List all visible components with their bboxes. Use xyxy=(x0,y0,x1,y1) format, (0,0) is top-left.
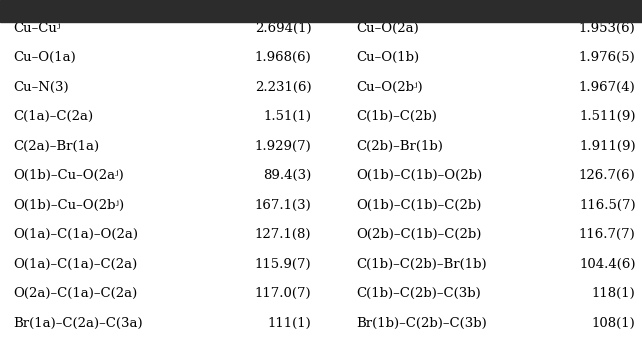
Bar xyxy=(0,0,642,22)
Text: 1.968(6): 1.968(6) xyxy=(255,51,311,64)
Text: Br(1b)–C(2b)–C(3b): Br(1b)–C(2b)–C(3b) xyxy=(356,317,487,330)
Text: 167.1(3): 167.1(3) xyxy=(255,199,311,212)
Text: O(1b)–Cu–O(2bʲ): O(1b)–Cu–O(2bʲ) xyxy=(13,199,124,212)
Text: 115.9(7): 115.9(7) xyxy=(255,258,311,271)
Text: 1.929(7): 1.929(7) xyxy=(255,140,311,153)
Text: 1.953(6): 1.953(6) xyxy=(579,22,636,35)
Text: O(2a)–C(1a)–C(2a): O(2a)–C(1a)–C(2a) xyxy=(13,287,137,300)
Text: 126.7(6): 126.7(6) xyxy=(579,169,636,182)
Text: 2.231(6): 2.231(6) xyxy=(255,81,311,94)
Text: Cu–Cuʲ: Cu–Cuʲ xyxy=(13,22,60,35)
Text: 1.511(9): 1.511(9) xyxy=(579,110,636,123)
Text: Br(1a)–C(2a)–C(3a): Br(1a)–C(2a)–C(3a) xyxy=(13,317,143,330)
Text: O(1a)–C(1a)–O(2a): O(1a)–C(1a)–O(2a) xyxy=(13,228,138,241)
Text: C(1a)–C(2a): C(1a)–C(2a) xyxy=(13,110,93,123)
Text: Cu–O(1a): Cu–O(1a) xyxy=(13,51,76,64)
Text: 116.5(7): 116.5(7) xyxy=(579,199,636,212)
Text: Cu–O(2bʲ): Cu–O(2bʲ) xyxy=(356,81,423,94)
Text: C(1b)–C(2b)–C(3b): C(1b)–C(2b)–C(3b) xyxy=(356,287,481,300)
Text: 1.911(9): 1.911(9) xyxy=(579,140,636,153)
Text: Cu–O(2a): Cu–O(2a) xyxy=(356,22,419,35)
Text: Cu–N(3): Cu–N(3) xyxy=(13,81,69,94)
Text: C(2a)–Br(1a): C(2a)–Br(1a) xyxy=(13,140,99,153)
Text: 118(1): 118(1) xyxy=(592,287,636,300)
Text: 1.976(5): 1.976(5) xyxy=(579,51,636,64)
Text: O(1b)–Cu–O(2aʲ): O(1b)–Cu–O(2aʲ) xyxy=(13,169,124,182)
Text: C(1b)–C(2b)–Br(1b): C(1b)–C(2b)–Br(1b) xyxy=(356,258,487,271)
Text: O(1a)–C(1a)–C(2a): O(1a)–C(1a)–C(2a) xyxy=(13,258,137,271)
Text: 108(1): 108(1) xyxy=(592,317,636,330)
Text: C(2b)–Br(1b): C(2b)–Br(1b) xyxy=(356,140,443,153)
Text: 1.51(1): 1.51(1) xyxy=(263,110,311,123)
Text: 127.1(8): 127.1(8) xyxy=(255,228,311,241)
Text: 1.967(4): 1.967(4) xyxy=(579,81,636,94)
Text: O(1b)–C(1b)–O(2b): O(1b)–C(1b)–O(2b) xyxy=(356,169,482,182)
Text: Cu–O(1b): Cu–O(1b) xyxy=(356,51,419,64)
Text: O(1b)–C(1b)–C(2b): O(1b)–C(1b)–C(2b) xyxy=(356,199,482,212)
Text: C(1b)–C(2b): C(1b)–C(2b) xyxy=(356,110,437,123)
Text: 116.7(7): 116.7(7) xyxy=(579,228,636,241)
Text: 89.4(3): 89.4(3) xyxy=(263,169,311,182)
Text: 117.0(7): 117.0(7) xyxy=(255,287,311,300)
Text: 2.694(1): 2.694(1) xyxy=(255,22,311,35)
Text: 104.4(6): 104.4(6) xyxy=(579,258,636,271)
Text: 111(1): 111(1) xyxy=(268,317,311,330)
Text: O(2b)–C(1b)–C(2b): O(2b)–C(1b)–C(2b) xyxy=(356,228,482,241)
